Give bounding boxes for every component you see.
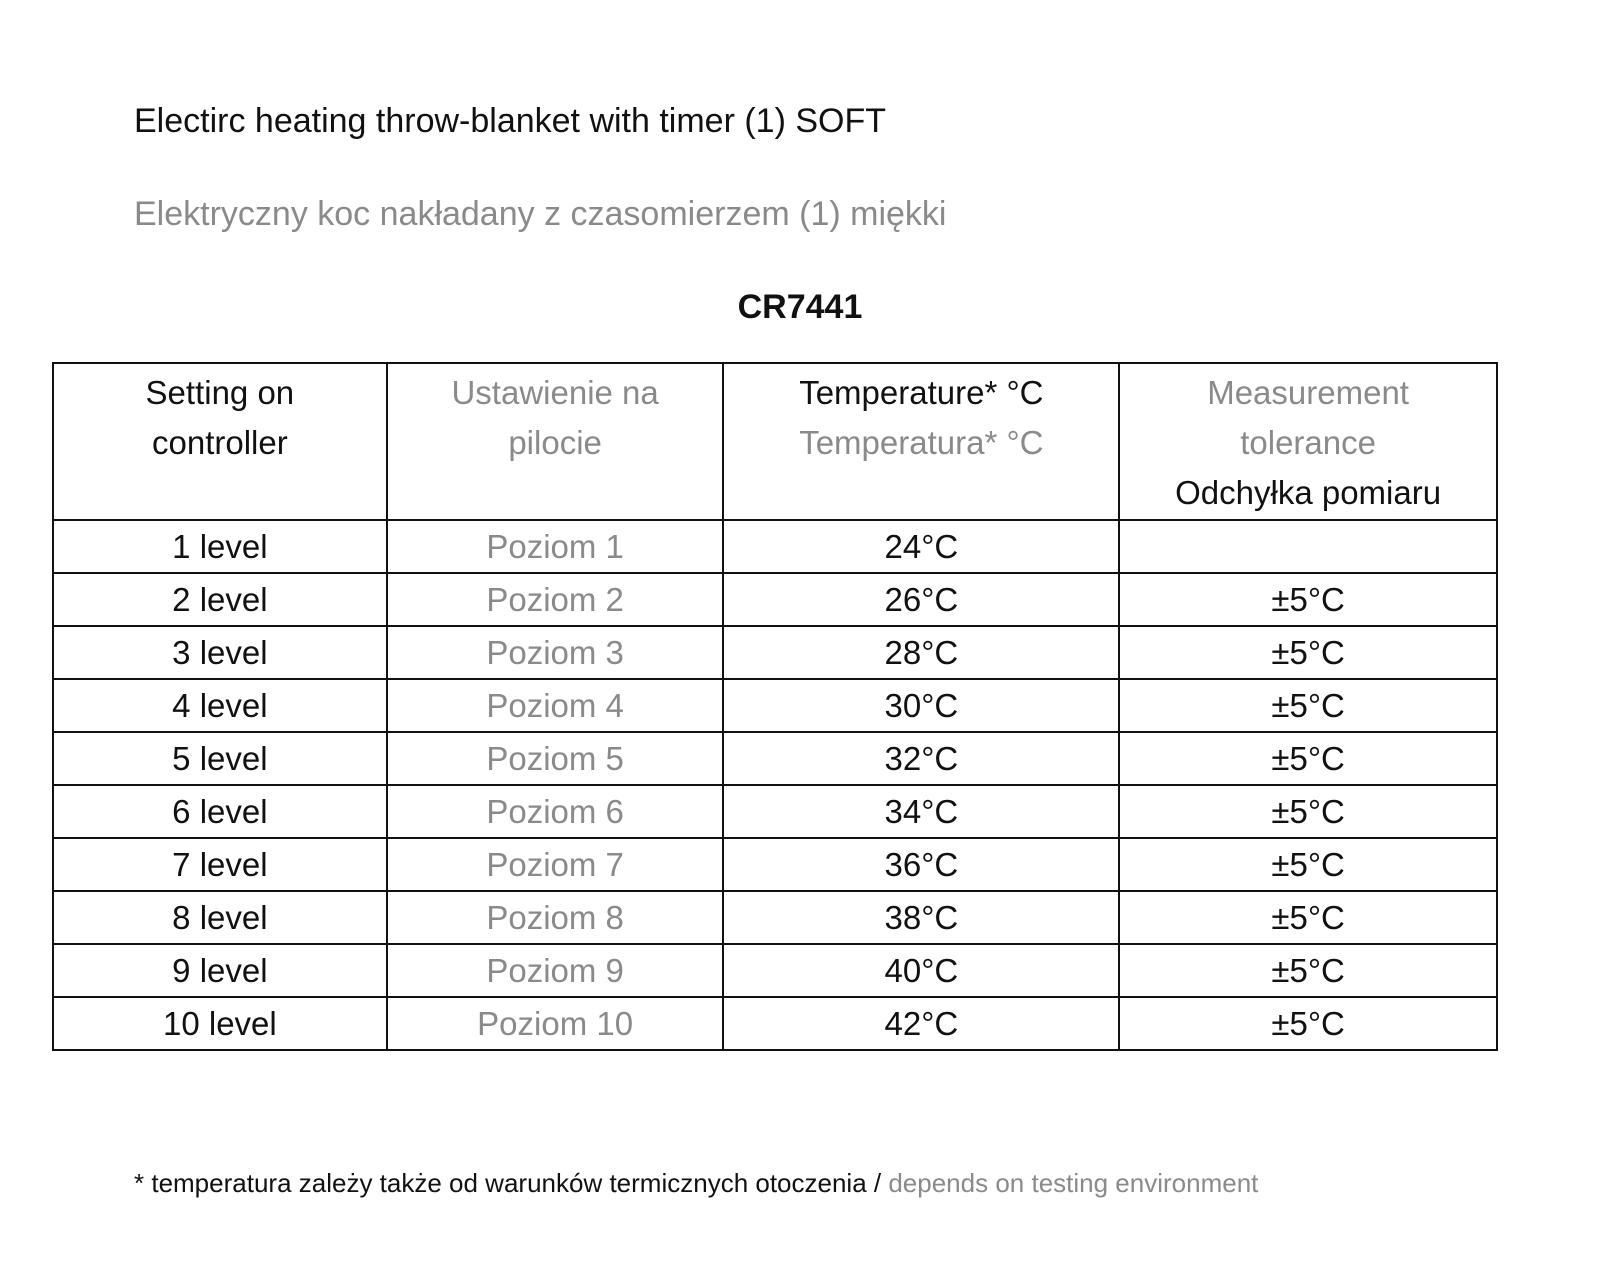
cell-setting-en: 10 level: [52, 996, 388, 1051]
cell-setting-pl: Poziom 5: [385, 731, 725, 786]
footnote: * temperatura zależy także od warunków t…: [134, 1168, 1258, 1199]
title-pl: Elektryczny koc nakładany z czasomierzem…: [134, 195, 947, 233]
header-line: Measurement: [1207, 374, 1409, 411]
table-row: 9 level Poziom 9 40°C ±5°C: [52, 943, 1498, 998]
cell-setting-pl: Poziom 1: [385, 519, 725, 574]
cell-setting-pl: Poziom 2: [385, 572, 725, 627]
cell-tolerance: ±5°C: [1118, 678, 1498, 733]
cell-setting-en: 1 level: [52, 519, 388, 574]
cell-temperature: 26°C: [722, 572, 1121, 627]
table-row: 6 level Poziom 6 34°C ±5°C: [52, 784, 1498, 839]
cell-setting-pl: Poziom 8: [385, 890, 725, 945]
cell-tolerance: ±5°C: [1118, 784, 1498, 839]
cell-setting-pl: Poziom 10: [385, 996, 725, 1051]
cell-tolerance: ±5°C: [1118, 837, 1498, 892]
cell-tolerance: ±5°C: [1118, 625, 1498, 680]
header-line: tolerance: [1240, 424, 1376, 461]
model-number: CR7441: [737, 288, 863, 326]
header-line: Temperature* °C: [799, 374, 1044, 411]
header-setting-pl: Ustawienie na pilocie: [385, 362, 725, 521]
table-row: 10 level Poziom 10 42°C ±5°C: [52, 996, 1498, 1051]
cell-setting-pl: Poziom 9: [385, 943, 725, 998]
header-line: pilocie: [508, 424, 602, 461]
cell-setting-en: 8 level: [52, 890, 388, 945]
header-temperature: Temperature* °C Temperatura* °C: [722, 362, 1121, 521]
cell-setting-en: 2 level: [52, 572, 388, 627]
cell-setting-en: 3 level: [52, 625, 388, 680]
cell-setting-en: 9 level: [52, 943, 388, 998]
cell-setting-en: 6 level: [52, 784, 388, 839]
footnote-en: depends on testing environment: [888, 1168, 1259, 1198]
cell-temperature: 24°C: [722, 519, 1121, 574]
cell-tolerance: [1118, 519, 1498, 574]
cell-setting-en: 4 level: [52, 678, 388, 733]
title-en: Electirc heating throw-blanket with time…: [134, 102, 887, 140]
cell-setting-pl: Poziom 6: [385, 784, 725, 839]
header-row: Setting on controller Ustawienie na pilo…: [52, 362, 1498, 521]
cell-tolerance: ±5°C: [1118, 943, 1498, 998]
cell-tolerance: ±5°C: [1118, 996, 1498, 1051]
table-row: 8 level Poziom 8 38°C ±5°C: [52, 890, 1498, 945]
cell-temperature: 36°C: [722, 837, 1121, 892]
header-setting-en: Setting on controller: [52, 362, 388, 521]
header-line: Temperatura* °C: [799, 424, 1044, 461]
cell-temperature: 40°C: [722, 943, 1121, 998]
cell-temperature: 32°C: [722, 731, 1121, 786]
header-line: Setting on: [145, 374, 295, 411]
header-line: controller: [152, 424, 288, 461]
cell-temperature: 34°C: [722, 784, 1121, 839]
table-row: 4 level Poziom 4 30°C ±5°C: [52, 678, 1498, 733]
cell-setting-en: 5 level: [52, 731, 388, 786]
table-row: 5 level Poziom 5 32°C ±5°C: [52, 731, 1498, 786]
cell-tolerance: ±5°C: [1118, 731, 1498, 786]
cell-temperature: 30°C: [722, 678, 1121, 733]
cell-temperature: 38°C: [722, 890, 1121, 945]
cell-tolerance: ±5°C: [1118, 572, 1498, 627]
table-row: 2 level Poziom 2 26°C ±5°C: [52, 572, 1498, 627]
table-row: 7 level Poziom 7 36°C ±5°C: [52, 837, 1498, 892]
table-row: 3 level Poziom 3 28°C ±5°C: [52, 625, 1498, 680]
cell-setting-pl: Poziom 3: [385, 625, 725, 680]
cell-temperature: 42°C: [722, 996, 1121, 1051]
cell-setting-pl: Poziom 7: [385, 837, 725, 892]
table-row: 1 level Poziom 1 24°C: [52, 519, 1498, 574]
footnote-pl: * temperatura zależy także od warunków t…: [134, 1168, 889, 1198]
cell-tolerance: ±5°C: [1118, 890, 1498, 945]
spec-table: Setting on controller Ustawienie na pilo…: [52, 362, 1498, 1051]
cell-setting-pl: Poziom 4: [385, 678, 725, 733]
header-tolerance: Measurement tolerance Odchyłka pomiaru: [1118, 362, 1498, 521]
header-line: Ustawienie na: [451, 374, 659, 411]
header-line: Odchyłka pomiaru: [1175, 474, 1442, 511]
cell-setting-en: 7 level: [52, 837, 388, 892]
cell-temperature: 28°C: [722, 625, 1121, 680]
